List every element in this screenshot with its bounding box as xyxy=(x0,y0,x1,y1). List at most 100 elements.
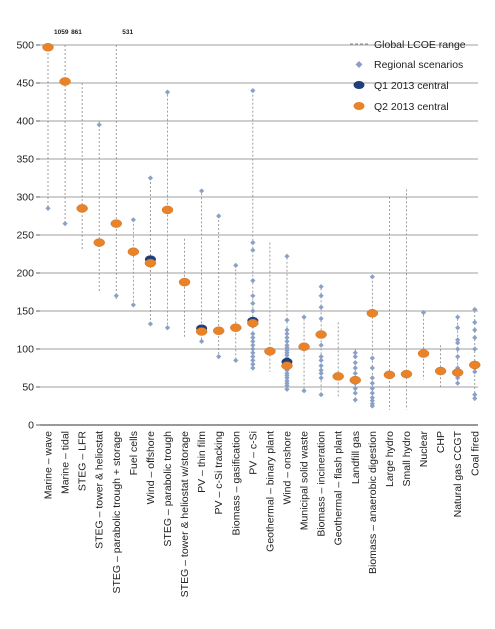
regional-point xyxy=(318,367,324,373)
y-tick-label: 400 xyxy=(16,116,34,128)
q2-central-marker xyxy=(161,205,174,215)
overflow-annotation: 531 xyxy=(122,29,133,36)
regional-point xyxy=(284,347,290,354)
q2-central-marker xyxy=(349,375,361,385)
regional-point xyxy=(284,327,290,333)
y-tick-label: 0 xyxy=(28,420,34,432)
category-label: Landfill gas xyxy=(350,431,362,484)
regional-point xyxy=(455,337,461,343)
category-label: Biomass – gasification xyxy=(230,431,242,536)
y-tick-label: 300 xyxy=(16,192,34,204)
category-label: Marine – tidal xyxy=(60,431,72,494)
regional-point xyxy=(250,300,256,306)
regional-point xyxy=(164,89,171,95)
category-label: Biomass – anaerobic digestion xyxy=(367,431,379,574)
q2-central-marker xyxy=(76,204,88,213)
regional-point xyxy=(369,390,375,396)
category-label: Natural gas CCGT xyxy=(452,430,464,517)
regional-point xyxy=(318,392,324,398)
legend-q1-label: Q1 2013 central xyxy=(374,80,449,92)
y-tick-label: 450 xyxy=(16,78,34,90)
category-label: Geothermal – flash plant xyxy=(333,431,345,545)
regional-point xyxy=(250,350,256,356)
regional-point xyxy=(318,357,324,363)
category-label: Municipal solid waste xyxy=(299,431,311,530)
regional-point xyxy=(250,335,256,341)
y-tick-label: 350 xyxy=(16,154,34,166)
q2-central-marker xyxy=(451,368,464,377)
regional-point xyxy=(284,342,290,348)
q2-central-marker xyxy=(247,318,259,328)
y-tick-label: 50 xyxy=(22,382,34,394)
regional-point xyxy=(199,338,205,344)
regional-point xyxy=(369,355,375,361)
regional-point xyxy=(318,316,324,322)
q2-central-marker xyxy=(434,366,447,376)
regional-point xyxy=(318,304,324,310)
regional-point xyxy=(472,395,478,401)
regional-point xyxy=(147,321,154,327)
regional-point xyxy=(284,370,290,376)
category-label: Wind – offshore xyxy=(145,431,157,505)
category-label: Wind – onshore xyxy=(281,431,293,505)
category-label: Large hydro xyxy=(384,431,396,487)
regional-point xyxy=(318,370,324,376)
q2-central-marker xyxy=(212,326,225,335)
regional-point xyxy=(216,213,222,219)
regional-point xyxy=(369,401,375,407)
regional-point xyxy=(250,240,256,246)
regional-point xyxy=(352,385,358,392)
regional-point xyxy=(455,314,461,320)
regional-point xyxy=(318,354,324,360)
category-label: Nuclear xyxy=(418,431,430,468)
legend-regional-label: Regional scenarios xyxy=(374,59,463,71)
regional-point xyxy=(369,385,375,392)
category-label: Fuel cells xyxy=(128,431,140,475)
regional-point xyxy=(250,342,256,348)
regional-point xyxy=(147,175,154,181)
regional-point xyxy=(284,317,290,323)
central-markers xyxy=(42,43,481,385)
y-tick-label: 500 xyxy=(16,40,34,52)
regional-point xyxy=(318,293,324,299)
regional-point xyxy=(352,370,358,376)
legend-q2-swatch xyxy=(353,102,365,110)
y-tick-label: 250 xyxy=(16,230,34,242)
q2-central-marker xyxy=(59,77,71,86)
regional-point xyxy=(455,380,461,386)
x-axis-labels: Marine – wave Marine – tidal STEG – LFR STE… xyxy=(43,430,482,597)
regional-point xyxy=(284,253,290,259)
regional-point xyxy=(369,365,375,371)
regional-point xyxy=(284,386,290,392)
regional-point xyxy=(62,221,68,227)
y-tick-label: 150 xyxy=(16,306,34,318)
regional-point xyxy=(301,388,307,394)
legend: Global LCOE range Regional scenarios Q1 … xyxy=(350,39,466,113)
regional-point xyxy=(250,88,256,94)
regional-point xyxy=(472,306,478,313)
regional-point xyxy=(250,308,256,314)
q2-central-marker xyxy=(469,360,481,370)
q2-central-marker xyxy=(195,327,208,336)
regional-point xyxy=(216,354,222,360)
regional-point xyxy=(250,331,256,337)
regional-point xyxy=(318,342,324,348)
regional-point xyxy=(352,360,358,366)
q2-central-marker xyxy=(383,370,396,380)
grid-lines xyxy=(36,44,478,426)
regional-point xyxy=(250,365,256,371)
annotations: 1059 861 531 xyxy=(54,29,134,36)
regional-point xyxy=(455,354,461,360)
regional-point xyxy=(45,205,51,211)
q2-central-marker xyxy=(93,238,105,247)
regional-point xyxy=(352,365,358,371)
regional-point xyxy=(369,395,375,401)
legend-regional-swatch xyxy=(355,61,363,68)
regional-point xyxy=(284,335,290,341)
regional-points xyxy=(45,88,478,409)
category-label: CHP xyxy=(435,431,447,453)
regional-point xyxy=(250,293,256,299)
y-tick-label: 200 xyxy=(16,268,34,280)
regional-point xyxy=(472,346,478,352)
